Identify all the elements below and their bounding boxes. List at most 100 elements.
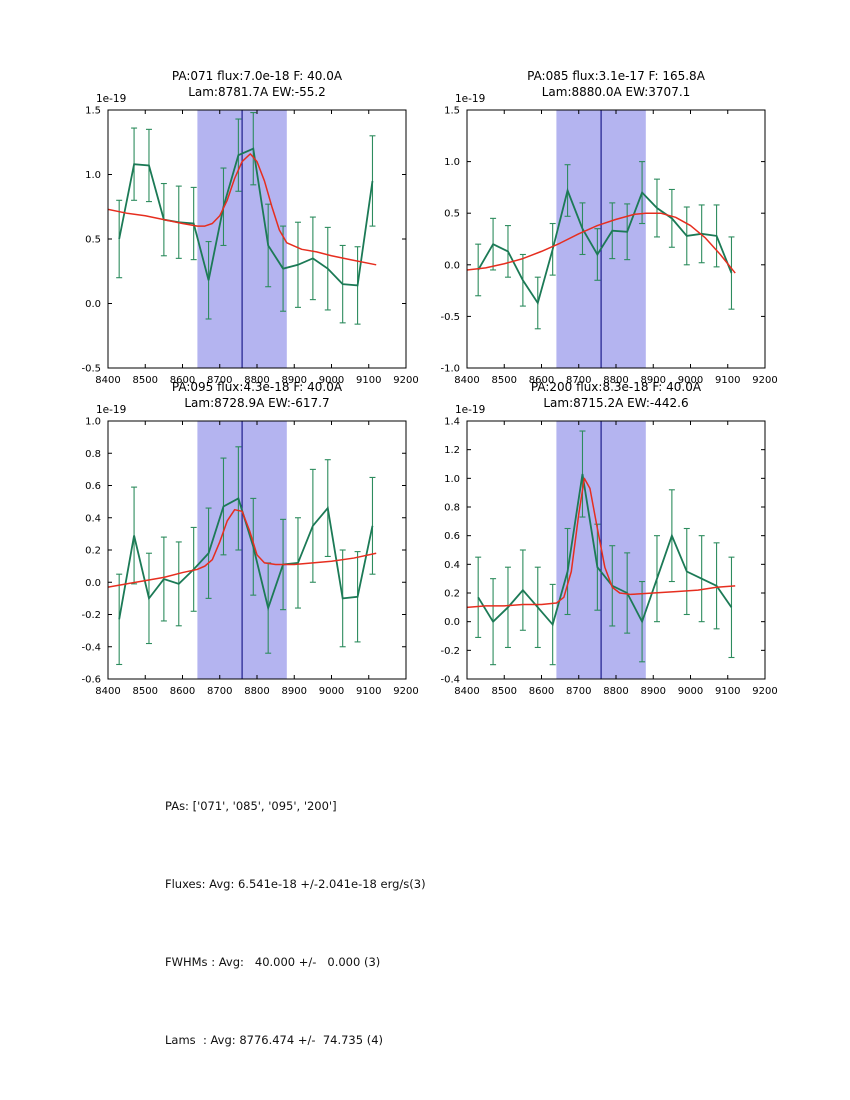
y-tick-label: 1.0 [444, 157, 460, 168]
x-tick-label: 9200 [752, 375, 777, 386]
x-tick-label: 9000 [319, 686, 344, 697]
fit-line [108, 508, 377, 588]
x-tick-label: 8800 [603, 375, 628, 386]
y-tick-label: -0.6 [81, 675, 101, 686]
x-tick-label: 8800 [244, 375, 269, 386]
data-series-line [477, 187, 733, 306]
x-tick-label: 8700 [207, 375, 232, 386]
y-tick-label: 0.0 [444, 260, 460, 271]
subplot-pa-200: 8400 8500 8600 8700 8800 8900 9000 9100 9200 -0.4… [409, 369, 779, 701]
y-tick-label: 1.4 [444, 417, 460, 428]
y-axis-offset-label: 1e-19 [96, 93, 126, 105]
chart-svg: 8400 8500 8600 8700 8800 8900 9000 9100 9200 -0.4… [440, 380, 777, 698]
y-tick-label: 1.5 [85, 106, 101, 117]
x-tick-label: 8900 [282, 686, 307, 697]
axis-ticks [466, 420, 766, 680]
chart-title-line2: Lam:8781.7A EW:-55.2 [188, 85, 326, 99]
y-tick-label: 1.0 [444, 474, 460, 485]
y-tick-label: 0.2 [85, 546, 101, 557]
chart-title-line1: PA:095 flux:4.3e-18 F: 40.0A [172, 380, 343, 394]
summary-line-fwhms: FWHMs : Avg: 40.000 +/- 0.000 (3) [165, 955, 381, 969]
fit-line [108, 153, 377, 266]
x-tick-label: 9200 [752, 686, 777, 697]
y-tick-label: -0.2 [81, 610, 101, 621]
data-series-line [118, 147, 374, 287]
y-tick-label: 1.5 [444, 106, 460, 117]
subplot-pa-071: 8400 8500 8600 8700 8800 8900 9000 9100 9200 -0.5… [50, 58, 420, 390]
x-tick-label: 9000 [678, 686, 703, 697]
axis-tick-labels: 8400 8500 8600 8700 8800 8900 9000 9100 9200 -0.4… [440, 417, 777, 698]
x-tick-label: 8400 [454, 686, 479, 697]
y-tick-label: 0.5 [444, 209, 460, 220]
x-tick-label: 9100 [356, 686, 381, 697]
y-tick-label: 0.6 [85, 481, 101, 492]
x-tick-label: 8800 [244, 686, 269, 697]
x-tick-label: 8500 [133, 375, 158, 386]
y-tick-label: 0.6 [444, 531, 460, 542]
y-tick-label: 1.0 [85, 170, 101, 181]
axis-ticks [107, 109, 407, 369]
x-tick-label: 8500 [133, 686, 158, 697]
y-tick-label: -1.0 [440, 364, 460, 375]
x-tick-label: 8400 [454, 375, 479, 386]
y-tick-label: 0.0 [85, 299, 101, 310]
chart-title-line2: Lam:8880.0A EW:3707.1 [542, 85, 691, 99]
axis-tick-labels: 8400 8500 8600 8700 8800 8900 9000 9100 9200 -0.5… [81, 106, 418, 387]
chart-svg: 8400 8500 8600 8700 8800 8900 9000 9100 9200 -0.5… [81, 69, 418, 387]
y-tick-label: 0.8 [444, 503, 460, 514]
chart-svg: 8400 8500 8600 8700 8800 8900 9000 9100 9200 -1.0… [440, 69, 777, 387]
data-series-line [477, 473, 733, 627]
x-tick-label: 8900 [641, 375, 666, 386]
chart-title-line1: PA:200 flux:8.3e-18 F: 40.0A [531, 380, 702, 394]
y-tick-label: -0.5 [81, 364, 101, 375]
y-tick-label: 0.0 [444, 617, 460, 628]
y-tick-label: -0.4 [81, 642, 101, 653]
x-tick-label: 8600 [170, 375, 195, 386]
chart-title-line2: Lam:8715.2A EW:-442.6 [543, 396, 688, 410]
fit-summary: PAs: ['071', '085', '095', '200'] Fluxes… [165, 741, 426, 1100]
y-tick-label: 0.5 [85, 235, 101, 246]
y-tick-label: 1.2 [444, 445, 460, 456]
y-tick-label: 0.2 [444, 589, 460, 600]
x-tick-label: 9200 [393, 375, 418, 386]
x-tick-label: 8400 [95, 686, 120, 697]
x-tick-label: 8600 [529, 686, 554, 697]
x-tick-label: 9000 [678, 375, 703, 386]
x-tick-label: 8400 [95, 375, 120, 386]
x-tick-label: 8700 [566, 686, 591, 697]
y-tick-label: 1.0 [85, 417, 101, 428]
y-tick-label: -0.4 [440, 675, 460, 686]
fit-line [467, 477, 736, 609]
x-tick-label: 9100 [356, 375, 381, 386]
x-tick-label: 8600 [170, 686, 195, 697]
chart-title-line1: PA:071 flux:7.0e-18 F: 40.0A [172, 69, 343, 83]
x-tick-label: 8900 [282, 375, 307, 386]
x-tick-label: 8700 [207, 686, 232, 697]
x-tick-label: 9100 [715, 686, 740, 697]
fit-line [467, 212, 736, 274]
x-tick-label: 9000 [319, 375, 344, 386]
y-tick-label: 0.0 [85, 578, 101, 589]
y-tick-label: 0.4 [85, 513, 101, 524]
x-tick-label: 8500 [492, 686, 517, 697]
summary-line-fluxes: Fluxes: Avg: 6.541e-18 +/-2.041e-18 erg/… [165, 877, 426, 891]
summary-line-pas: PAs: ['071', '085', '095', '200'] [165, 799, 337, 813]
subplot-pa-085: 8400 8500 8600 8700 8800 8900 9000 9100 9200 -1.0… [409, 58, 779, 390]
y-axis-offset-label: 1e-19 [455, 404, 485, 416]
axis-ticks [107, 420, 407, 680]
x-tick-label: 8800 [603, 686, 628, 697]
x-tick-label: 8600 [529, 375, 554, 386]
chart-title-line2: Lam:8728.9A EW:-617.7 [184, 396, 329, 410]
axis-tick-labels: 8400 8500 8600 8700 8800 8900 9000 9100 9200 -0.6… [81, 417, 418, 698]
x-tick-label: 9200 [393, 686, 418, 697]
axis-tick-labels: 8400 8500 8600 8700 8800 8900 9000 9100 9200 -1.0… [440, 106, 777, 387]
y-tick-label: -0.2 [440, 646, 460, 657]
axis-ticks [466, 109, 766, 369]
y-tick-label: 0.8 [85, 449, 101, 460]
x-tick-label: 8700 [566, 375, 591, 386]
x-tick-label: 8500 [492, 375, 517, 386]
y-tick-label: -0.5 [440, 312, 460, 323]
x-tick-label: 9100 [715, 375, 740, 386]
x-tick-label: 8900 [641, 686, 666, 697]
